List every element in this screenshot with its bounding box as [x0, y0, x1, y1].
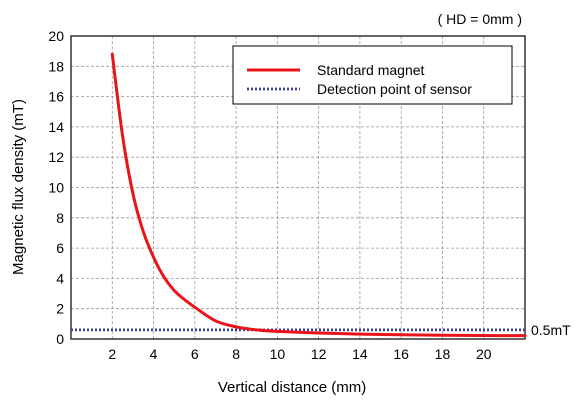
- y-tick-label: 18: [48, 58, 64, 74]
- y-tick-label: 16: [48, 89, 64, 105]
- y-tick-label: 0: [56, 331, 64, 347]
- standard-magnet-curve: [110, 52, 527, 338]
- x-tick-label: 2: [108, 346, 116, 362]
- x-tick-label: 8: [232, 346, 240, 362]
- hd-annotation: ( HD = 0mm ): [438, 11, 522, 27]
- series-layer: [71, 52, 527, 338]
- x-tick-label: 18: [435, 346, 451, 362]
- y-tick-label: 4: [56, 270, 64, 286]
- x-tick-label: 4: [150, 346, 158, 362]
- y-tick-label: 10: [48, 180, 64, 196]
- x-tick-labels: 2 4 6 8 10 12 14 16 18 20: [108, 346, 491, 362]
- y-tick-label: 12: [48, 149, 64, 165]
- x-tick-label: 20: [476, 346, 492, 362]
- legend: Standard magnet Detection point of sensor: [232, 45, 513, 105]
- y-axis-label: Magnetic flux density (mT): [10, 99, 27, 275]
- x-tick-label: 16: [393, 346, 409, 362]
- y-tick-label: 20: [48, 28, 64, 44]
- x-tick-label: 12: [311, 346, 327, 362]
- legend-box: [232, 45, 513, 105]
- y-tick-label: 14: [48, 119, 64, 135]
- plot-frame: [70, 35, 526, 340]
- x-tick-label: 10: [270, 346, 286, 362]
- x-tick-label: 14: [352, 346, 368, 362]
- plot-border: [70, 35, 526, 340]
- threshold-label: 0.5mT: [531, 322, 571, 338]
- legend-label-standard-magnet: Standard magnet: [317, 62, 425, 78]
- x-axis-label: Vertical distance (mm): [218, 379, 366, 396]
- y-tick-labels: 0 2 4 6 8 10 12 14 16 18 20: [48, 28, 64, 347]
- y-tick-label: 8: [56, 210, 64, 226]
- y-tick-label: 6: [56, 240, 64, 256]
- x-tick-label: 6: [191, 346, 199, 362]
- y-tick-label: 2: [56, 301, 64, 317]
- legend-label-detection-point: Detection point of sensor: [317, 81, 472, 97]
